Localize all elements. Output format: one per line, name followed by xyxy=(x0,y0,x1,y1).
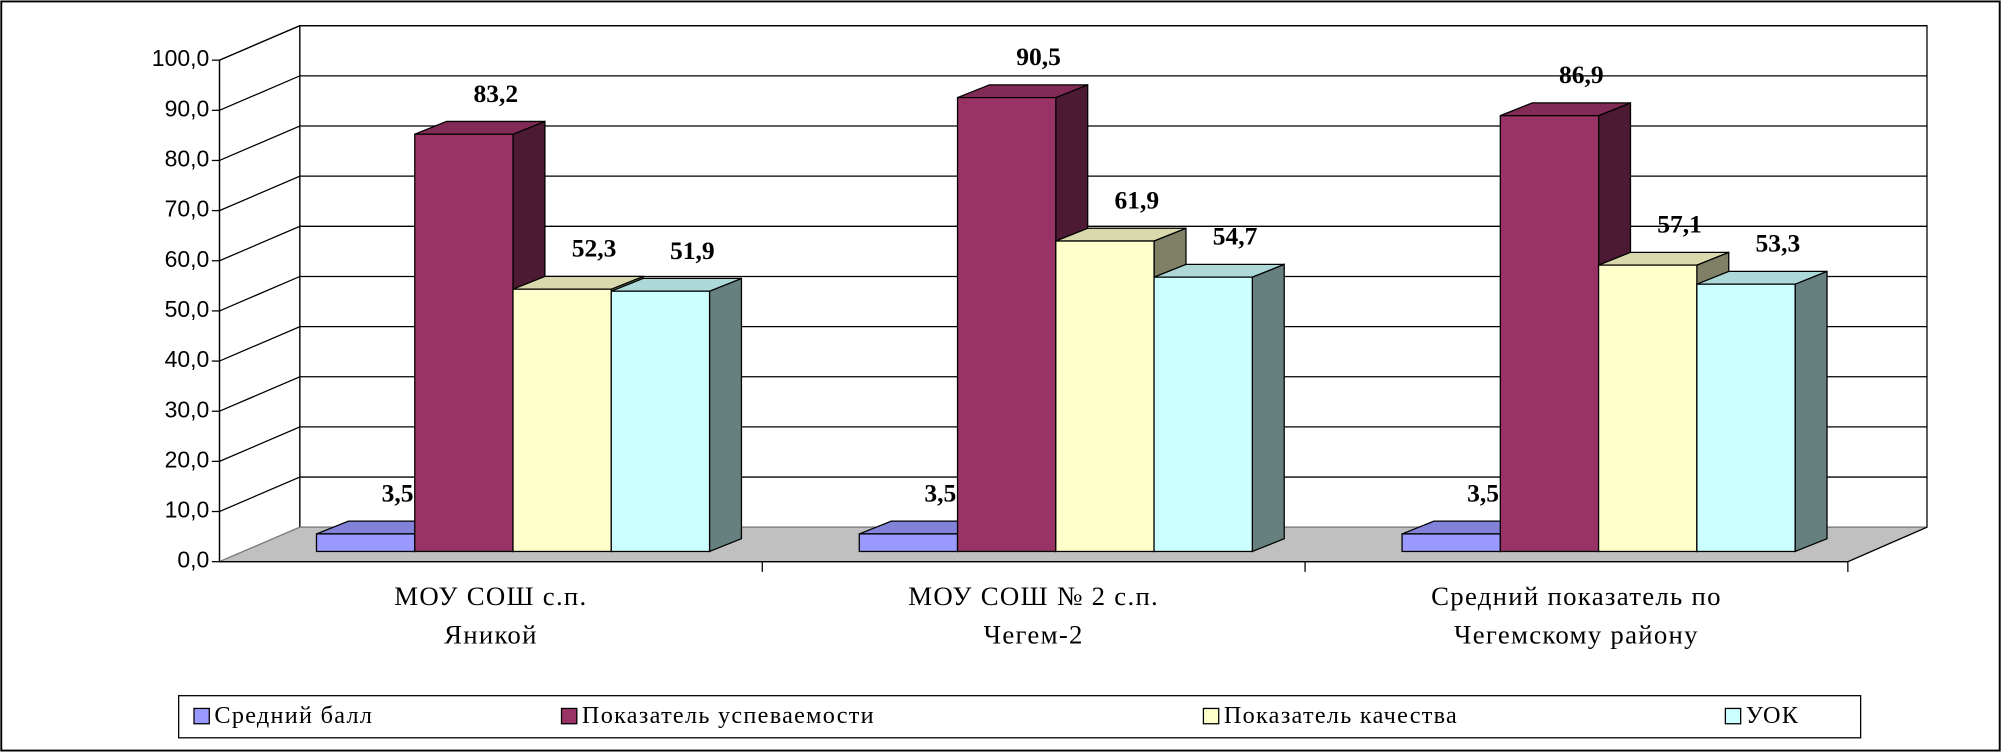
floor-edge xyxy=(1847,526,1928,563)
y-tick-label: 80,0 xyxy=(165,146,210,172)
value-label: 3,5 xyxy=(924,478,956,507)
bar xyxy=(1153,276,1253,553)
bar xyxy=(315,533,416,553)
value-label: 51,9 xyxy=(670,236,715,265)
value-label: 52,3 xyxy=(572,234,617,263)
x-tick-label: МОУ СОШ № 2 с.п. Чегем-2 xyxy=(908,580,1160,650)
legend-swatch xyxy=(560,707,578,725)
grid-line xyxy=(219,275,1927,312)
bar xyxy=(1499,115,1600,553)
y-tick-label: 90,0 xyxy=(165,95,210,121)
value-label: 53,3 xyxy=(1756,229,1801,258)
legend-label: Средний балл xyxy=(214,702,373,729)
value-label: 86,9 xyxy=(1559,60,1604,89)
x-tick-label-box: МОУ СОШ с.п. Яникой xyxy=(394,580,588,650)
legend-swatch xyxy=(193,707,210,725)
x-tick-label-box: Средний показатель по Чегемскому району xyxy=(1431,580,1722,650)
grid-line xyxy=(219,125,1927,162)
x-tick-label-box: МОУ СОШ № 2 с.п. Чегем-2 xyxy=(908,580,1160,650)
bar xyxy=(1696,283,1796,553)
value-label: 54,7 xyxy=(1213,222,1258,251)
grid-line xyxy=(219,75,1927,111)
value-label: 57,1 xyxy=(1657,210,1702,239)
value-label: 3,5 xyxy=(1467,478,1499,507)
value-label: 3,5 xyxy=(382,478,414,507)
x-tick-label: Средний показатель по Чегемскому району xyxy=(1431,580,1722,650)
bar xyxy=(512,288,612,553)
y-tick-label: 100,0 xyxy=(152,45,209,71)
bar-side xyxy=(708,277,743,553)
y-tick-label: 60,0 xyxy=(165,246,210,272)
bar xyxy=(414,133,514,553)
grid-line xyxy=(219,325,1927,362)
y-tick-label: 30,0 xyxy=(165,396,210,422)
x-tick-label: МОУ СОШ с.п. Яникой xyxy=(394,580,588,650)
legend-label: УОК xyxy=(1746,702,1799,729)
grid-line xyxy=(219,426,1927,462)
grid-line xyxy=(219,225,1927,262)
grid-line xyxy=(219,25,1927,61)
y-tick-label: 20,0 xyxy=(165,446,210,472)
y-tick-label: 40,0 xyxy=(165,346,210,372)
bar-side xyxy=(1794,270,1828,553)
legend-swatch xyxy=(1724,707,1742,725)
value-label: 83,2 xyxy=(473,79,518,108)
value-label: 90,5 xyxy=(1016,42,1061,71)
grid-line xyxy=(219,376,1927,412)
bar xyxy=(1597,264,1698,553)
bar xyxy=(956,96,1057,553)
bar xyxy=(1055,240,1155,553)
legend-label: Показатель качества xyxy=(1224,702,1458,729)
y-tick-label: 0,0 xyxy=(177,547,209,573)
value-label: 61,9 xyxy=(1115,186,1160,215)
legend-swatch xyxy=(1202,707,1220,725)
y-tick-label: 10,0 xyxy=(165,497,210,523)
legend xyxy=(178,695,1862,739)
grid-line xyxy=(219,175,1927,212)
bar xyxy=(858,533,959,553)
y-tick-label: 50,0 xyxy=(165,296,210,322)
bar xyxy=(1401,533,1501,553)
bar xyxy=(610,290,711,553)
y-tick-label: 70,0 xyxy=(165,196,210,222)
grid-line xyxy=(219,476,1927,513)
bar-side xyxy=(1251,263,1285,553)
legend-label: Показатель успеваемости xyxy=(582,702,875,729)
